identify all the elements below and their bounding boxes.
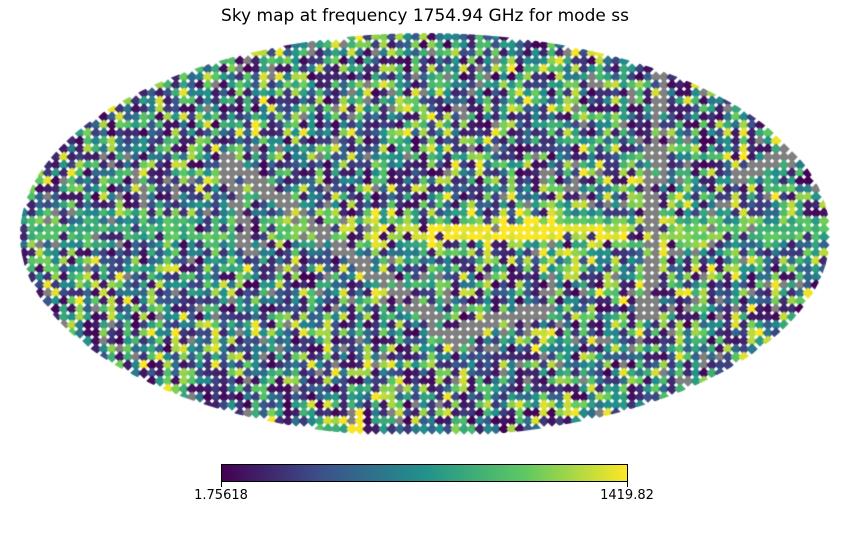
- colorbar: [221, 464, 628, 482]
- colorbar-min-tick: [221, 482, 222, 487]
- chart-title: Sky map at frequency 1754.94 GHz for mod…: [221, 6, 629, 26]
- colorbar-max-label: 1419.82: [600, 488, 654, 503]
- colorbar-min-label: 1.75618: [194, 488, 248, 503]
- colorbar-max-tick: [627, 482, 628, 487]
